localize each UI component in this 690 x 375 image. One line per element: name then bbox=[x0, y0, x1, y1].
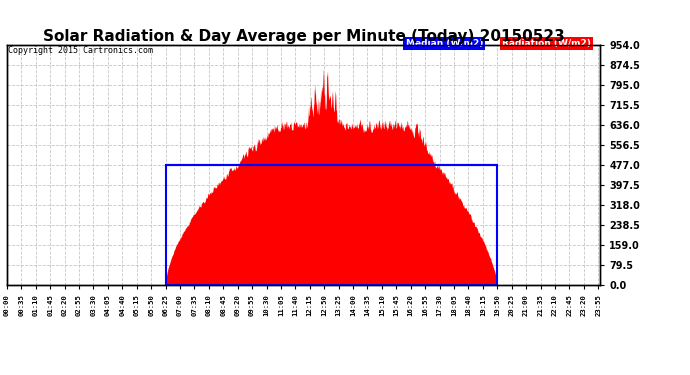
Bar bbox=[166, 165, 497, 285]
Title: Solar Radiation & Day Average per Minute (Today) 20150523: Solar Radiation & Day Average per Minute… bbox=[43, 29, 564, 44]
Text: Median (W/m2): Median (W/m2) bbox=[406, 39, 483, 48]
Text: Copyright 2015 Cartronics.com: Copyright 2015 Cartronics.com bbox=[8, 46, 153, 55]
Text: Radiation (W/m2): Radiation (W/m2) bbox=[502, 39, 591, 48]
